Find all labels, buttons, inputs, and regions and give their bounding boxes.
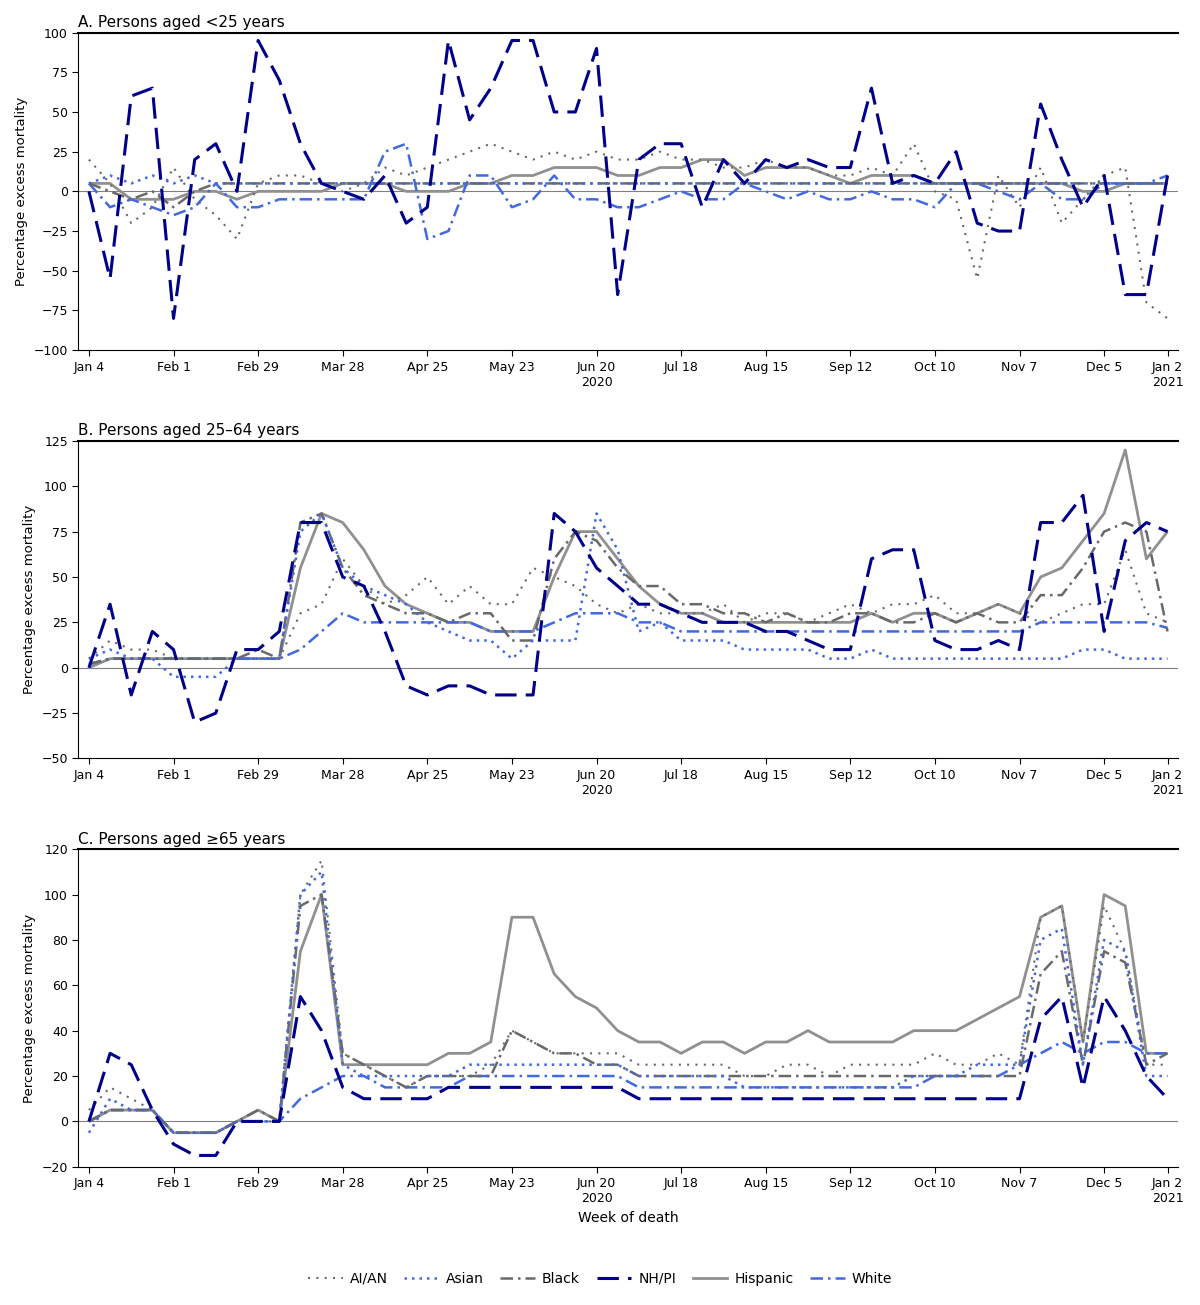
Y-axis label: Percentage excess mortality: Percentage excess mortality: [14, 97, 28, 286]
Text: B. Persons aged 25–64 years: B. Persons aged 25–64 years: [78, 423, 300, 438]
Text: A. Persons aged <25 years: A. Persons aged <25 years: [78, 14, 286, 30]
Text: C. Persons aged ≥65 years: C. Persons aged ≥65 years: [78, 831, 286, 847]
Y-axis label: Percentage excess mortality: Percentage excess mortality: [23, 913, 36, 1103]
Legend: AI/AN, Asian, Black, NH/PI, Hispanic, White: AI/AN, Asian, Black, NH/PI, Hispanic, Wh…: [302, 1266, 898, 1292]
Y-axis label: Percentage excess mortality: Percentage excess mortality: [23, 505, 36, 694]
X-axis label: Week of death: Week of death: [578, 1211, 678, 1225]
